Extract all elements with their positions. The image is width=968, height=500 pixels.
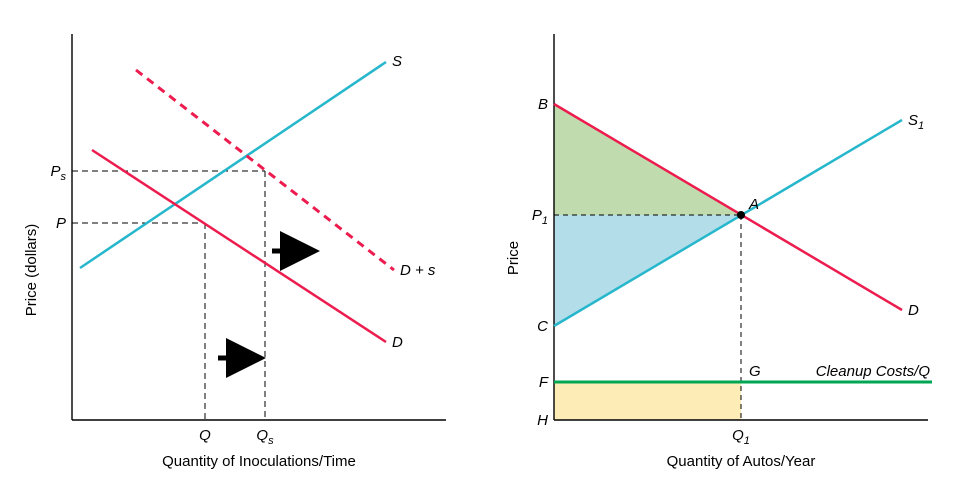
label-D: D — [908, 302, 919, 319]
cleanup-cost-region — [554, 382, 741, 420]
right-chart-svg: Price Quantity of Autos/Year B P1 C F H … — [498, 10, 958, 490]
label-D: D — [392, 334, 403, 351]
point-A — [737, 211, 745, 219]
x-axis-label: Quantity of Autos/Year — [667, 453, 816, 470]
demand-shift-curve — [136, 70, 394, 270]
supply-curve — [80, 62, 386, 268]
axes — [72, 34, 446, 420]
label-D-plus-s: D + s — [400, 262, 436, 279]
tick-Qs: Qs — [256, 427, 274, 447]
y-axis-label: Price (dollars) — [23, 224, 40, 317]
label-S1: S1 — [908, 112, 924, 132]
tick-Q1: Q1 — [732, 427, 750, 447]
tick-H: H — [537, 412, 548, 429]
tick-C: C — [537, 318, 548, 335]
tick-F: F — [539, 374, 549, 391]
label-S: S — [392, 53, 402, 70]
tick-P: P — [56, 215, 66, 232]
demand-curve — [92, 150, 386, 342]
right-chart: Price Quantity of Autos/Year B P1 C F H … — [498, 10, 958, 490]
tick-Q: Q — [199, 427, 211, 444]
left-chart-svg: Price (dollars) Quantity of Inoculations… — [16, 10, 466, 490]
x-axis-label: Quantity of Inoculations/Time — [162, 453, 356, 470]
figure-container: Price (dollars) Quantity of Inoculations… — [0, 0, 968, 500]
tick-B: B — [538, 96, 548, 113]
label-G: G — [749, 363, 761, 380]
y-axis-label: Price — [505, 241, 522, 275]
label-A: A — [748, 196, 759, 213]
left-chart: Price (dollars) Quantity of Inoculations… — [16, 10, 466, 490]
tick-Ps: Ps — [50, 163, 66, 183]
label-cleanup: Cleanup Costs/Q — [816, 363, 931, 380]
tick-P1: P1 — [532, 207, 548, 227]
